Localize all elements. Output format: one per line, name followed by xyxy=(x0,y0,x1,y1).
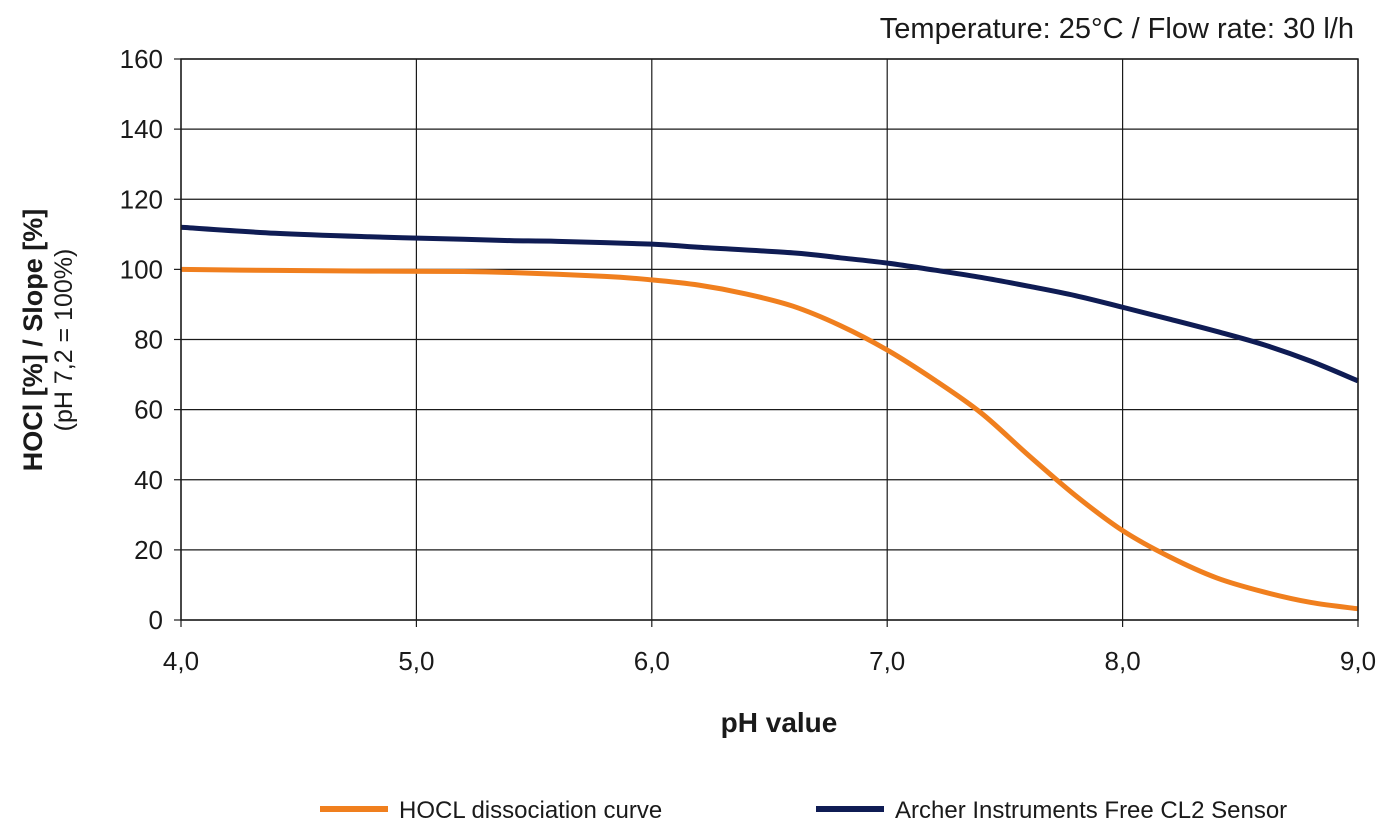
y-axis-sublabel-group: (pH 7,2 = 100%) xyxy=(50,249,78,432)
legend-label-hocl: HOCL dissociation curve xyxy=(399,797,662,822)
x-tick-label: 9,0 xyxy=(1340,646,1376,676)
y-axis-sublabel: (pH 7,2 = 100%) xyxy=(50,249,78,432)
x-tick-label: 5,0 xyxy=(398,646,434,676)
x-tick-label: 7,0 xyxy=(869,646,905,676)
grid xyxy=(180,58,1359,621)
y-axis-label-group: HOCl [%] / Slope [%] xyxy=(18,209,48,472)
x-tick-label: 8,0 xyxy=(1105,646,1141,676)
archer-sensor-curve-line xyxy=(180,224,1359,384)
y-tick-label: 0 xyxy=(149,605,163,635)
y-tick-label: 20 xyxy=(134,535,163,565)
y-axis-label: HOCl [%] / Slope [%] xyxy=(18,209,48,472)
y-tick-label: 100 xyxy=(120,254,163,284)
hocl-dissociation-curve-line xyxy=(180,266,1359,612)
y-axis-ticks: 0 20 40 60 80 100 120 140 160 xyxy=(120,44,181,635)
y-tick-label: 80 xyxy=(134,325,163,355)
legend: HOCL dissociation curve Archer Instrumen… xyxy=(320,797,1287,822)
legend-label-archer: Archer Instruments Free CL2 Sensor xyxy=(895,797,1287,822)
x-axis-label: pH value xyxy=(721,707,838,738)
y-tick-label: 60 xyxy=(134,395,163,425)
y-tick-label: 140 xyxy=(120,114,163,144)
plot-frame xyxy=(180,58,1359,621)
x-tick-label: 4,0 xyxy=(163,646,199,676)
series-lines xyxy=(180,224,1359,612)
y-tick-label: 160 xyxy=(120,44,163,74)
x-tick-label: 6,0 xyxy=(634,646,670,676)
x-axis-ticks: 4,0 5,0 6,0 7,0 8,0 9,0 xyxy=(163,620,1376,676)
y-tick-label: 120 xyxy=(120,184,163,214)
y-tick-label: 40 xyxy=(134,465,163,495)
chart-subtitle: Temperature: 25°C / Flow rate: 30 l/h xyxy=(880,13,1354,45)
